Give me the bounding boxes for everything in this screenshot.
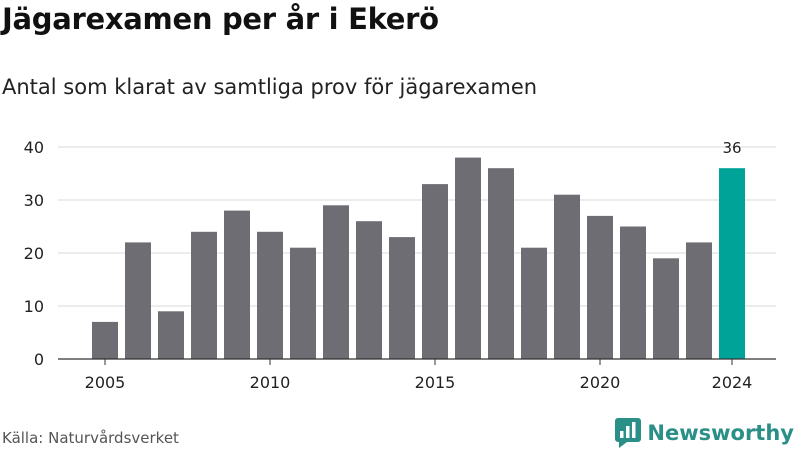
bar bbox=[125, 242, 151, 359]
source-note: Källa: Naturvårdsverket bbox=[2, 429, 179, 447]
x-tick-label: 2015 bbox=[415, 373, 456, 392]
y-tick-label: 30 bbox=[24, 191, 44, 210]
data-label: 36 bbox=[722, 139, 741, 157]
y-tick-label: 40 bbox=[24, 138, 44, 157]
bar bbox=[323, 205, 349, 359]
bar bbox=[356, 221, 382, 359]
bar bbox=[422, 184, 448, 359]
bar bbox=[653, 258, 679, 359]
bar bbox=[290, 247, 316, 359]
bar bbox=[224, 210, 250, 359]
bar bbox=[554, 194, 580, 359]
chart-title: Jägarexamen per år i Ekerö bbox=[2, 2, 439, 36]
bar bbox=[620, 226, 646, 359]
newsworthy-bar-chart-icon bbox=[615, 418, 642, 448]
bar bbox=[488, 168, 514, 359]
brand-name: Newsworthy bbox=[647, 421, 794, 445]
y-tick-label: 20 bbox=[24, 244, 44, 263]
bar bbox=[455, 157, 481, 359]
bar bbox=[587, 215, 613, 359]
y-tick-label: 0 bbox=[34, 350, 44, 369]
chart-subtitle: Antal som klarat av samtliga prov för jä… bbox=[2, 75, 538, 99]
y-tick-label: 10 bbox=[24, 297, 44, 316]
bar bbox=[92, 321, 118, 359]
bar bbox=[686, 242, 712, 359]
bar bbox=[257, 231, 283, 359]
bar bbox=[191, 231, 217, 359]
bar bbox=[521, 247, 547, 359]
bar bbox=[158, 311, 184, 359]
bar bbox=[389, 237, 415, 359]
x-tick-label: 2010 bbox=[250, 373, 291, 392]
x-tick-label: 2024 bbox=[712, 373, 753, 392]
x-tick-label: 2020 bbox=[580, 373, 621, 392]
x-tick-label: 2005 bbox=[85, 373, 126, 392]
bar-highlight bbox=[719, 168, 745, 359]
brand-logo[interactable]: Newsworthy bbox=[615, 418, 794, 448]
